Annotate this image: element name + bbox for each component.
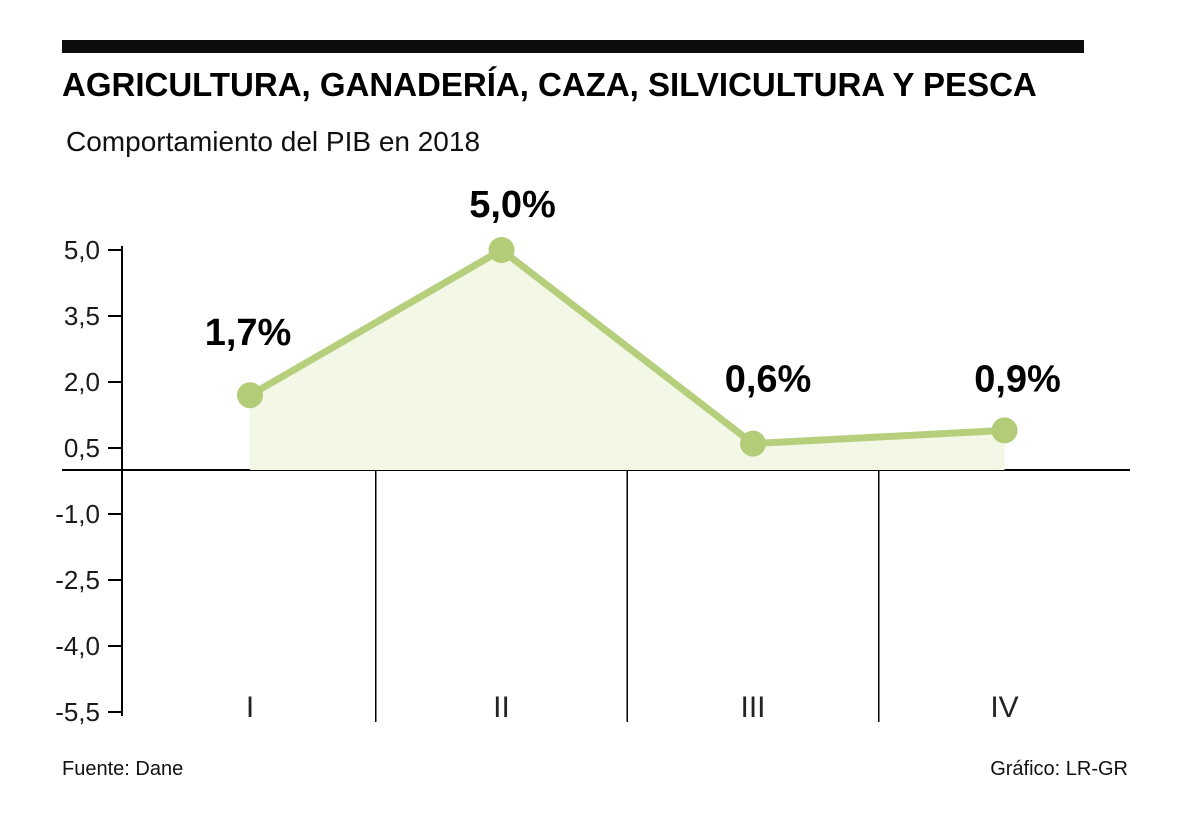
point-value-label: 0,9% xyxy=(974,358,1061,400)
x-category-label: I xyxy=(246,691,254,724)
footer: Fuente: Dane Gráfico: LR-GR xyxy=(62,758,1128,781)
page-title: AGRICULTURA, GANADERÍA, CAZA, SILVICULTU… xyxy=(62,66,1037,103)
series-area-fill xyxy=(250,250,1005,470)
data-point-marker xyxy=(488,237,515,263)
chart-area: 5,0 3,5 2,0 0,5 -1,0 -2,5 -4,0 -5,5 1,7% 5,0% 0,6%… xyxy=(0,160,1200,740)
y-tick-label: -4,0 xyxy=(55,631,100,661)
y-tick-label: 5,0 xyxy=(64,235,100,265)
chart-subtitle: Comportamiento del PIB en 2018 xyxy=(66,126,481,157)
y-tick-label: -1,0 xyxy=(55,499,100,529)
credit-label: Gráfico: LR-GR xyxy=(990,758,1128,780)
x-category-label: II xyxy=(493,691,510,724)
y-tick-label: 2,0 xyxy=(64,367,100,397)
series-line xyxy=(246,246,1008,448)
y-tick-label: 0,5 xyxy=(64,433,100,463)
point-value-label: 1,7% xyxy=(205,312,292,354)
source-label: Fuente: Dane xyxy=(62,758,184,780)
data-point-marker xyxy=(237,382,263,409)
x-category-label: IV xyxy=(990,691,1018,724)
y-tick-label: 3,5 xyxy=(64,301,100,331)
point-value-label: 5,0% xyxy=(469,184,556,226)
pib-line-chart: 5,0 3,5 2,0 0,5 -1,0 -2,5 -4,0 -5,5 1,7% 5,0% 0,6%… xyxy=(55,184,1130,727)
data-point-marker xyxy=(991,417,1018,444)
x-category-label: III xyxy=(740,691,765,724)
point-value-label: 0,6% xyxy=(725,359,812,401)
data-point-marker xyxy=(740,430,766,457)
y-tick-label: -2,5 xyxy=(55,565,100,595)
top-rule-bar xyxy=(62,40,1084,53)
y-tick-label: -5,5 xyxy=(55,697,100,727)
